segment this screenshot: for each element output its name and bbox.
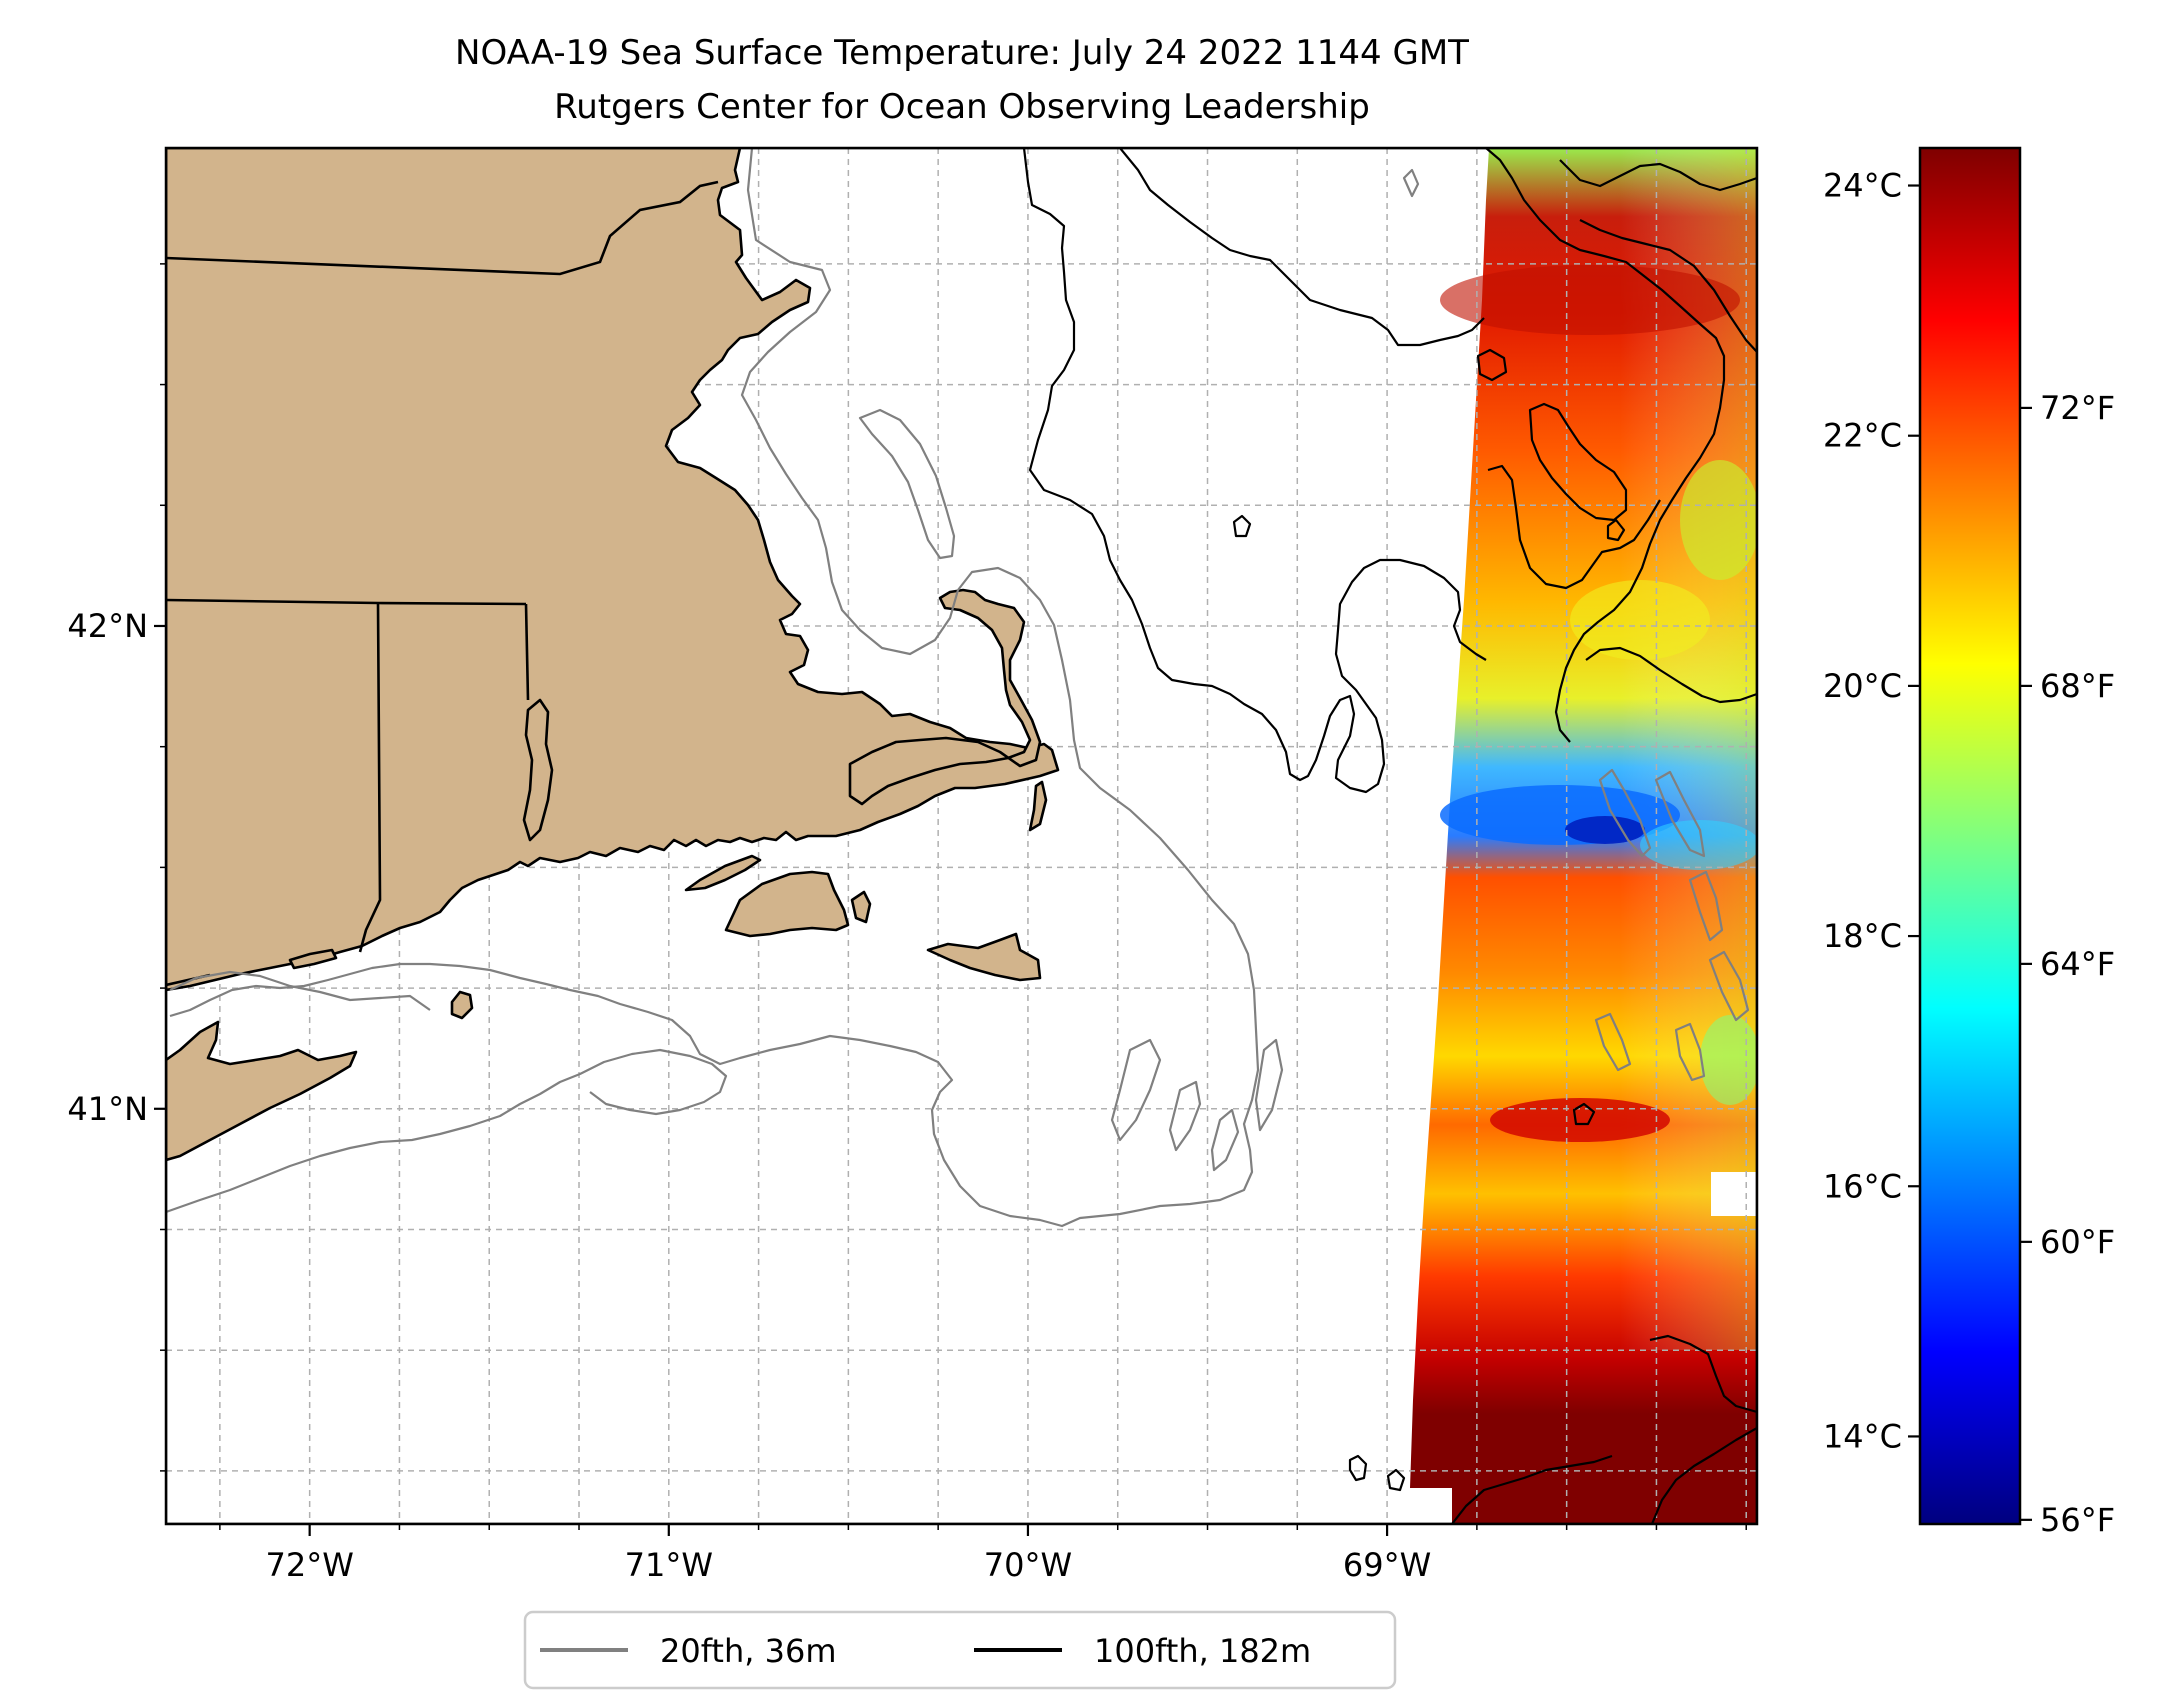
colorbar-celsius-label: 20°C bbox=[1823, 667, 1902, 705]
border-ri-ma bbox=[524, 603, 530, 701]
sst-swath bbox=[1410, 148, 1757, 1524]
isobath-20fth-shoals-2 bbox=[1168, 1080, 1202, 1152]
figure-title-line2: Rutgers Center for Ocean Observing Leade… bbox=[554, 87, 1370, 127]
isobath-20fth-shoals-3 bbox=[1210, 1108, 1240, 1172]
sst-yellow-patch bbox=[1570, 580, 1710, 660]
sst-missing-data bbox=[1711, 1172, 1757, 1216]
x-axis: 72°W 71°W 70°W 69°W bbox=[219, 1524, 1747, 1584]
colorbar-celsius-label: 18°C bbox=[1823, 917, 1902, 955]
isobath-100fth-georges-basin bbox=[1585, 646, 1757, 704]
sst-red-band-north bbox=[1440, 265, 1740, 335]
y-axis: 42°N 41°N bbox=[67, 263, 166, 1472]
isobath-100fth-canyon bbox=[1649, 1334, 1757, 1414]
isobath-20fth-georges-5 bbox=[1594, 1012, 1632, 1072]
isobath-20fth-georges-3 bbox=[1688, 870, 1724, 942]
isobath-20fth-georges-1 bbox=[1598, 768, 1652, 858]
legend-label-20fth: 20fth, 36m bbox=[660, 1632, 836, 1670]
colorbar-celsius-axis: 14°C 16°C 18°C 20°C 22°C 24°C bbox=[1823, 167, 1920, 1455]
isobath-100fth-ne-swath bbox=[1559, 159, 1757, 192]
isobath-100fth-basin-small-1 bbox=[1476, 348, 1508, 382]
sst-cold-patch bbox=[1440, 785, 1680, 845]
colorbar-gradient bbox=[1920, 148, 2020, 1524]
land-elizabeth-islands bbox=[684, 854, 762, 892]
isobath-100fth-basin-small-2 bbox=[1232, 514, 1252, 538]
legend-box bbox=[523, 1610, 1397, 1690]
x-tick-label: 72°W bbox=[265, 1546, 353, 1584]
land-long-island bbox=[166, 1020, 358, 1162]
isobath-100fth-shelf-break bbox=[1650, 1427, 1757, 1524]
state-borders bbox=[166, 180, 719, 987]
isobath-100fth-shelf-break-2 bbox=[1451, 1454, 1613, 1524]
x-tick-label: 71°W bbox=[625, 1546, 713, 1584]
border-ct-ri bbox=[358, 602, 382, 953]
isobath-20fth-georges-4 bbox=[1708, 950, 1750, 1022]
isobath-100fth-basin-small-6 bbox=[1348, 1454, 1368, 1482]
colorbar-fahrenheit-label: 72°F bbox=[2040, 389, 2115, 427]
colorbar-frame bbox=[1918, 146, 2022, 1526]
isobath-20fth-georges-2 bbox=[1654, 770, 1706, 858]
sst-cold-core bbox=[1565, 816, 1645, 844]
border-nh-ma bbox=[166, 180, 719, 276]
land-marthas-vineyard bbox=[724, 870, 850, 938]
isobath-100fth-inner-basin bbox=[1022, 148, 1487, 794]
land-nantucket bbox=[926, 932, 1042, 982]
land-narragansett-island bbox=[522, 698, 554, 842]
colorbar: 14°C 16°C 18°C 20°C 22°C 24°C 56°F 60°F 64°F 68°… bbox=[1823, 146, 2115, 1539]
isobath-100fth-basin-small-3 bbox=[1606, 518, 1626, 542]
sst-red-patch bbox=[1490, 1098, 1670, 1142]
sst-cyan-patch bbox=[1640, 820, 1757, 870]
land-chappaquiddick bbox=[850, 890, 872, 924]
isobath-20fth-coastal bbox=[169, 148, 1260, 1228]
isobath-100fth bbox=[1022, 148, 1757, 1524]
isobath-20fth-georges-6 bbox=[1674, 1022, 1706, 1082]
colorbar-fahrenheit-label: 60°F bbox=[2040, 1223, 2115, 1261]
colorbar-fahrenheit-label: 68°F bbox=[2040, 667, 2115, 705]
isobath-20fth-cape-cod-bay bbox=[858, 408, 956, 560]
isobath-20fth-nantucket-shoals bbox=[1110, 1038, 1162, 1142]
colorbar-fahrenheit-axis: 56°F 60°F 64°F 68°F 72°F bbox=[2020, 389, 2115, 1539]
land-fishers-island bbox=[288, 948, 338, 970]
map-border bbox=[164, 146, 1759, 1526]
legend-label-100fth: 100fth, 182m bbox=[1094, 1632, 1311, 1670]
isobath-100fth-basin-small-4 bbox=[1572, 1102, 1596, 1126]
isobath-20fth-long-island-inner bbox=[169, 970, 431, 1011]
colorbar-celsius-label: 22°C bbox=[1823, 417, 1902, 455]
sst-green-patch-se bbox=[1700, 1015, 1757, 1105]
land-layer bbox=[166, 148, 1060, 1162]
colorbar-celsius-label: 14°C bbox=[1823, 1417, 1902, 1455]
isobath-20fth-gulf bbox=[1402, 168, 1420, 198]
land-block-island bbox=[450, 990, 474, 1020]
colorbar-fahrenheit-label: 56°F bbox=[2040, 1501, 2115, 1539]
isobath-100fth-gulf-east bbox=[1485, 148, 1726, 743]
isobath-20fth bbox=[166, 148, 1750, 1228]
sst-green-patch-ne bbox=[1680, 460, 1757, 580]
legend: 20fth, 36m 100fth, 182m bbox=[523, 1610, 1397, 1690]
y-tick-label: 41°N bbox=[67, 1090, 148, 1128]
x-tick-label: 70°W bbox=[984, 1546, 1072, 1584]
isobath-100fth-lower-swath bbox=[1487, 464, 1661, 590]
isobath-100fth-jordan-basin bbox=[1528, 402, 1628, 522]
isobath-100fth-gulf-maine-west bbox=[1119, 148, 1485, 347]
land-cape-cod bbox=[848, 588, 1042, 806]
isobath-100fth-ne-swath-2 bbox=[1579, 219, 1757, 353]
colorbar-celsius-label: 16°C bbox=[1823, 1167, 1902, 1205]
y-tick-label: 42°N bbox=[67, 607, 148, 645]
land-monomoy bbox=[1028, 780, 1048, 832]
figure-title-line1: NOAA-19 Sea Surface Temperature: July 24… bbox=[455, 33, 1469, 73]
isobath-20fth-shoals-4 bbox=[1254, 1038, 1284, 1132]
colorbar-fahrenheit-label: 64°F bbox=[2040, 945, 2115, 983]
isobath-20fth-south bbox=[166, 1048, 728, 1214]
land-new-england bbox=[166, 148, 1060, 992]
isobath-100fth-basin-small-5 bbox=[1386, 1468, 1406, 1492]
colorbar-celsius-label: 24°C bbox=[1823, 167, 1902, 205]
map-area bbox=[166, 148, 1757, 1524]
x-tick-label: 69°W bbox=[1343, 1546, 1431, 1584]
